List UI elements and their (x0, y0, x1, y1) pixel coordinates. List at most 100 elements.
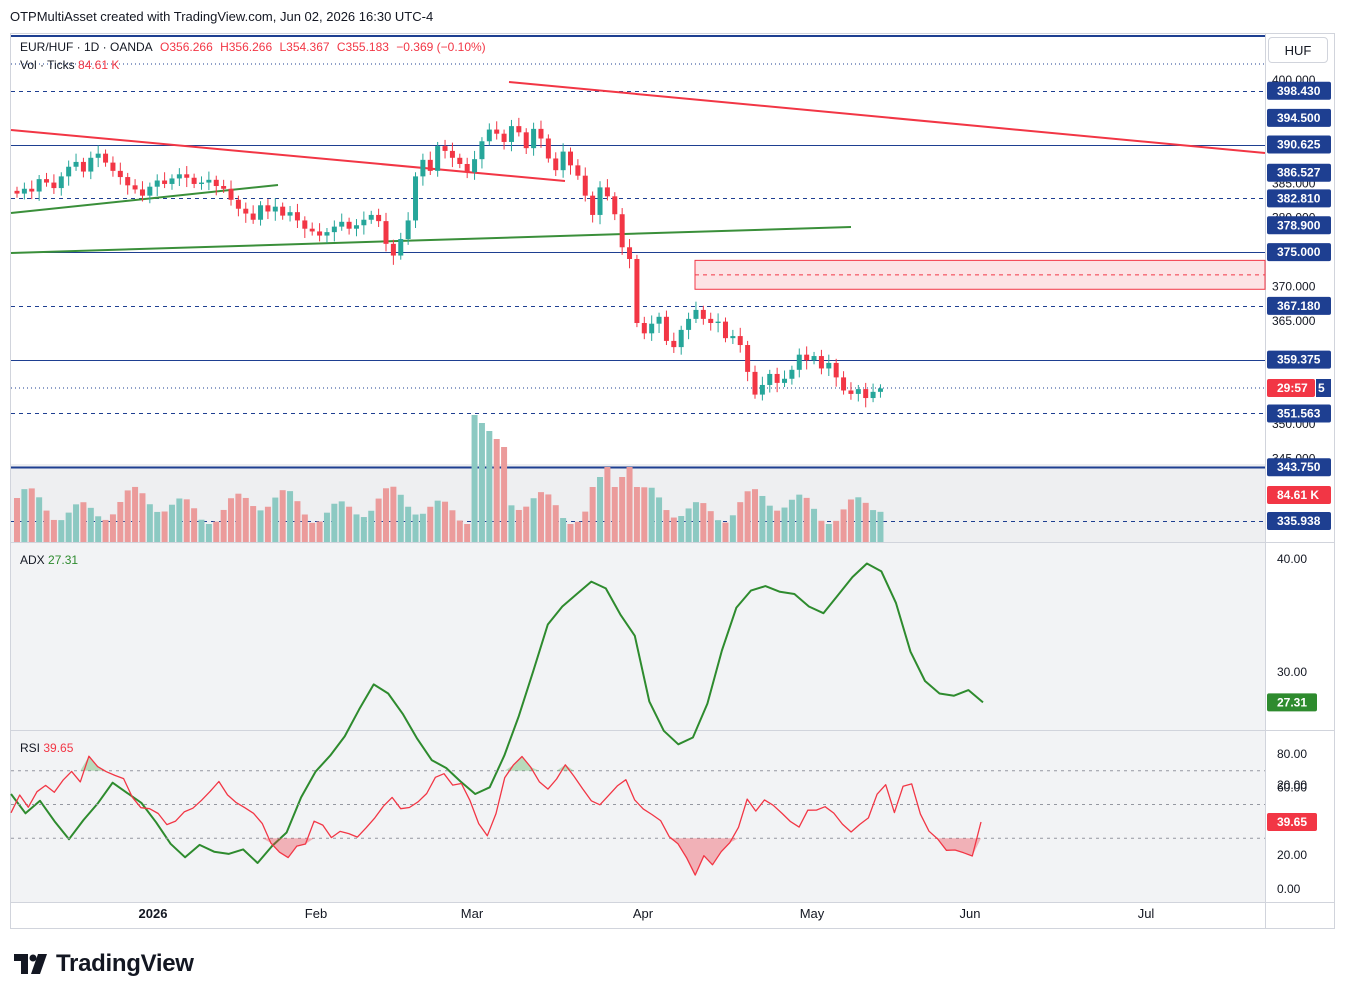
volume-bar[interactable] (877, 511, 884, 542)
candle[interactable] (855, 389, 861, 394)
candle[interactable] (619, 214, 625, 248)
candle[interactable] (782, 378, 788, 383)
volume-bar[interactable] (419, 513, 426, 542)
volume-bar[interactable] (862, 502, 869, 542)
volume-bar[interactable] (781, 507, 788, 542)
volume-bar[interactable] (316, 521, 323, 542)
volume-bar[interactable] (87, 507, 94, 542)
volume-bar[interactable] (729, 515, 736, 542)
volume-bar[interactable] (279, 490, 286, 542)
volume-bar[interactable] (102, 519, 109, 542)
volume-bar[interactable] (168, 504, 175, 542)
candle[interactable] (103, 153, 109, 163)
volume-bar[interactable] (759, 495, 766, 542)
candle[interactable] (649, 323, 655, 334)
candle[interactable] (383, 221, 389, 244)
volume-bar[interactable] (501, 447, 508, 542)
volume-bar[interactable] (301, 514, 308, 542)
candle[interactable] (36, 179, 42, 192)
candle[interactable] (863, 389, 869, 399)
price-badge[interactable] (1267, 350, 1331, 369)
volume-bar[interactable] (28, 488, 35, 542)
volume-bar[interactable] (825, 524, 832, 542)
candle[interactable] (472, 159, 478, 173)
candle[interactable] (154, 180, 160, 187)
candle[interactable] (29, 188, 35, 192)
volume-bar[interactable] (663, 510, 670, 542)
candle[interactable] (147, 186, 153, 196)
volume-bar[interactable] (146, 504, 153, 542)
volume-bar[interactable] (434, 500, 441, 542)
volume-badge[interactable] (1267, 486, 1331, 504)
volume-bar[interactable] (870, 510, 877, 542)
candle[interactable] (390, 243, 396, 256)
volume-bar[interactable] (692, 502, 699, 542)
price-badge[interactable] (1267, 135, 1331, 154)
candle[interactable] (73, 161, 79, 167)
countdown-badge[interactable] (1267, 379, 1315, 397)
adx-badge[interactable] (1267, 693, 1317, 712)
volume-bar[interactable] (567, 524, 574, 542)
volume-bar[interactable] (833, 520, 840, 542)
volume-bar[interactable] (486, 431, 493, 542)
volume-bar[interactable] (619, 477, 626, 542)
volume-bar[interactable] (154, 511, 161, 542)
candle[interactable] (449, 150, 455, 158)
candle[interactable] (686, 318, 692, 330)
candle[interactable] (582, 175, 588, 196)
candle[interactable] (169, 178, 175, 184)
candle[interactable] (51, 182, 57, 189)
candle[interactable] (745, 345, 751, 372)
volume-bar[interactable] (840, 509, 847, 542)
candle[interactable] (508, 126, 514, 142)
rsi-legend[interactable]: RSI 39.65 (20, 741, 73, 755)
candle[interactable] (346, 221, 352, 229)
volume-bar[interactable] (36, 497, 43, 542)
candle[interactable] (125, 177, 131, 186)
volume-bar[interactable] (250, 506, 257, 542)
candle[interactable] (405, 220, 411, 240)
candle[interactable] (531, 128, 537, 149)
resistance-trendline[interactable] (508, 81, 1266, 154)
candle[interactable] (464, 163, 470, 173)
volume-bar[interactable] (338, 501, 345, 542)
candle[interactable] (818, 356, 824, 369)
volume-bar[interactable] (309, 522, 316, 542)
candle[interactable] (575, 165, 581, 176)
candle[interactable] (110, 162, 116, 171)
volume-bar[interactable] (700, 503, 707, 542)
volume-bar[interactable] (530, 498, 537, 542)
candle[interactable] (302, 220, 308, 229)
volume-bar[interactable] (287, 491, 294, 542)
volume-bar[interactable] (139, 493, 146, 542)
candle[interactable] (826, 362, 832, 369)
volume-bar[interactable] (109, 514, 116, 542)
volume-bar[interactable] (95, 516, 102, 542)
candle[interactable] (258, 205, 264, 220)
candle[interactable] (280, 206, 286, 216)
candle[interactable] (538, 128, 544, 139)
candle[interactable] (848, 390, 854, 394)
candle[interactable] (58, 176, 64, 189)
candle[interactable] (774, 373, 780, 383)
price-badge[interactable] (1267, 216, 1331, 235)
volume-bar[interactable] (774, 510, 781, 542)
candle[interactable] (184, 174, 190, 178)
candle[interactable] (66, 166, 72, 177)
candle[interactable] (309, 228, 315, 232)
candle[interactable] (162, 180, 168, 184)
volume-bar[interactable] (803, 497, 810, 542)
candle[interactable] (700, 309, 706, 319)
volume-bar[interactable] (752, 489, 758, 542)
candle[interactable] (841, 377, 847, 391)
candle[interactable] (331, 226, 337, 233)
candle[interactable] (14, 190, 20, 194)
candle[interactable] (833, 362, 839, 378)
candle[interactable] (501, 133, 507, 142)
support-trendline[interactable] (10, 226, 852, 254)
volume-bar[interactable] (493, 439, 500, 542)
candle[interactable] (376, 214, 382, 222)
volume-bar[interactable] (161, 511, 168, 542)
volume-bar[interactable] (471, 415, 478, 542)
